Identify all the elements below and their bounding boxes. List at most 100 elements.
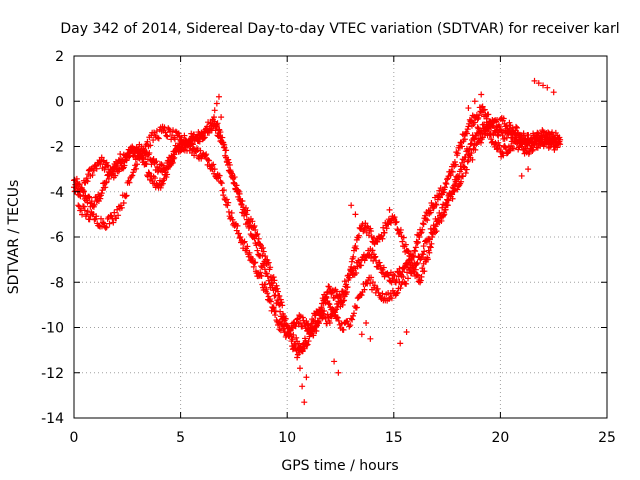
data-point: [554, 144, 561, 151]
data-point: [388, 295, 395, 302]
data-point: [80, 203, 87, 210]
data-point: [84, 208, 91, 215]
data-point: [228, 170, 235, 177]
data-point: [93, 213, 100, 220]
data-point: [485, 111, 492, 118]
data-point: [211, 166, 218, 173]
data-point: [214, 132, 221, 139]
data-point: [488, 121, 495, 128]
data-point: [170, 127, 177, 134]
data-point: [442, 179, 449, 186]
data-point: [350, 253, 357, 260]
data-point: [268, 280, 275, 287]
data-point: [257, 269, 264, 276]
data-point: [269, 304, 276, 311]
data-point: [465, 123, 472, 130]
data-point: [435, 217, 442, 224]
data-point: [391, 214, 398, 221]
y-tick-label: -10: [41, 321, 64, 337]
data-point: [147, 142, 154, 149]
data-point: [552, 129, 559, 136]
data-point: [244, 243, 251, 250]
data-point: [340, 326, 347, 333]
data-point: [216, 127, 223, 134]
data-point: [225, 199, 232, 206]
data-point: [138, 152, 145, 159]
y-axis-label: SDTVAR / TECUs: [6, 180, 22, 295]
data-point: [220, 141, 227, 148]
data-point: [419, 220, 426, 227]
data-point: [121, 162, 128, 169]
data-point: [204, 123, 211, 130]
data-point: [272, 292, 279, 299]
data-point: [246, 249, 253, 256]
data-point: [381, 229, 388, 236]
data-point: [510, 145, 517, 152]
y-tick-label: 2: [55, 49, 64, 65]
data-point: [402, 241, 409, 248]
data-point: [265, 277, 272, 284]
data-point: [223, 147, 230, 154]
data-point: [424, 217, 431, 224]
data-point: [222, 152, 229, 159]
data-point: [233, 182, 240, 189]
data-point: [118, 204, 125, 211]
data-point: [211, 107, 218, 114]
data-point: [206, 157, 213, 164]
data-point: [418, 273, 425, 280]
data-point: [418, 254, 425, 261]
data-point: [498, 149, 505, 156]
plot-frame: [73, 55, 608, 419]
data-point: [157, 184, 164, 191]
data-point: [339, 301, 346, 308]
data-point: [80, 189, 87, 196]
data-point: [400, 273, 407, 280]
data-point: [105, 175, 112, 182]
data-point: [475, 114, 482, 121]
data-point: [438, 214, 445, 221]
data-point: [304, 320, 311, 327]
data-point: [260, 244, 267, 251]
data-point: [455, 174, 462, 181]
data-point: [120, 165, 127, 172]
data-point: [93, 162, 100, 169]
y-tick-label: 0: [55, 94, 64, 110]
data-point: [414, 259, 421, 266]
data-point: [322, 315, 329, 322]
data-point: [176, 143, 183, 150]
data-point: [463, 166, 470, 173]
data-point: [223, 196, 230, 203]
data-point: [294, 354, 301, 361]
data-point: [141, 147, 148, 154]
data-point: [371, 282, 378, 289]
data-point: [81, 207, 88, 214]
data-point: [111, 209, 118, 216]
data-point: [414, 239, 421, 246]
data-point: [352, 243, 359, 250]
data-point: [229, 216, 236, 223]
data-point: [543, 130, 550, 137]
data-point: [220, 192, 227, 199]
data-point: [430, 222, 437, 229]
data-point: [333, 288, 340, 295]
data-point: [368, 228, 375, 235]
data-point: [73, 175, 80, 182]
data-point: [433, 201, 440, 208]
data-point: [129, 143, 136, 150]
data-point: [92, 215, 99, 222]
data-point: [535, 80, 542, 87]
data-point: [378, 232, 385, 239]
data-point: [534, 144, 541, 151]
data-point: [240, 204, 247, 211]
data-point: [481, 106, 488, 113]
data-point: [367, 335, 374, 342]
data-point: [319, 308, 326, 315]
data-point: [474, 124, 481, 131]
data-point: [427, 243, 434, 250]
data-point: [129, 172, 136, 179]
data-point: [218, 114, 225, 121]
data-point: [150, 137, 157, 144]
data-point: [290, 331, 297, 338]
data-point: [235, 187, 242, 194]
data-point: [477, 139, 484, 146]
